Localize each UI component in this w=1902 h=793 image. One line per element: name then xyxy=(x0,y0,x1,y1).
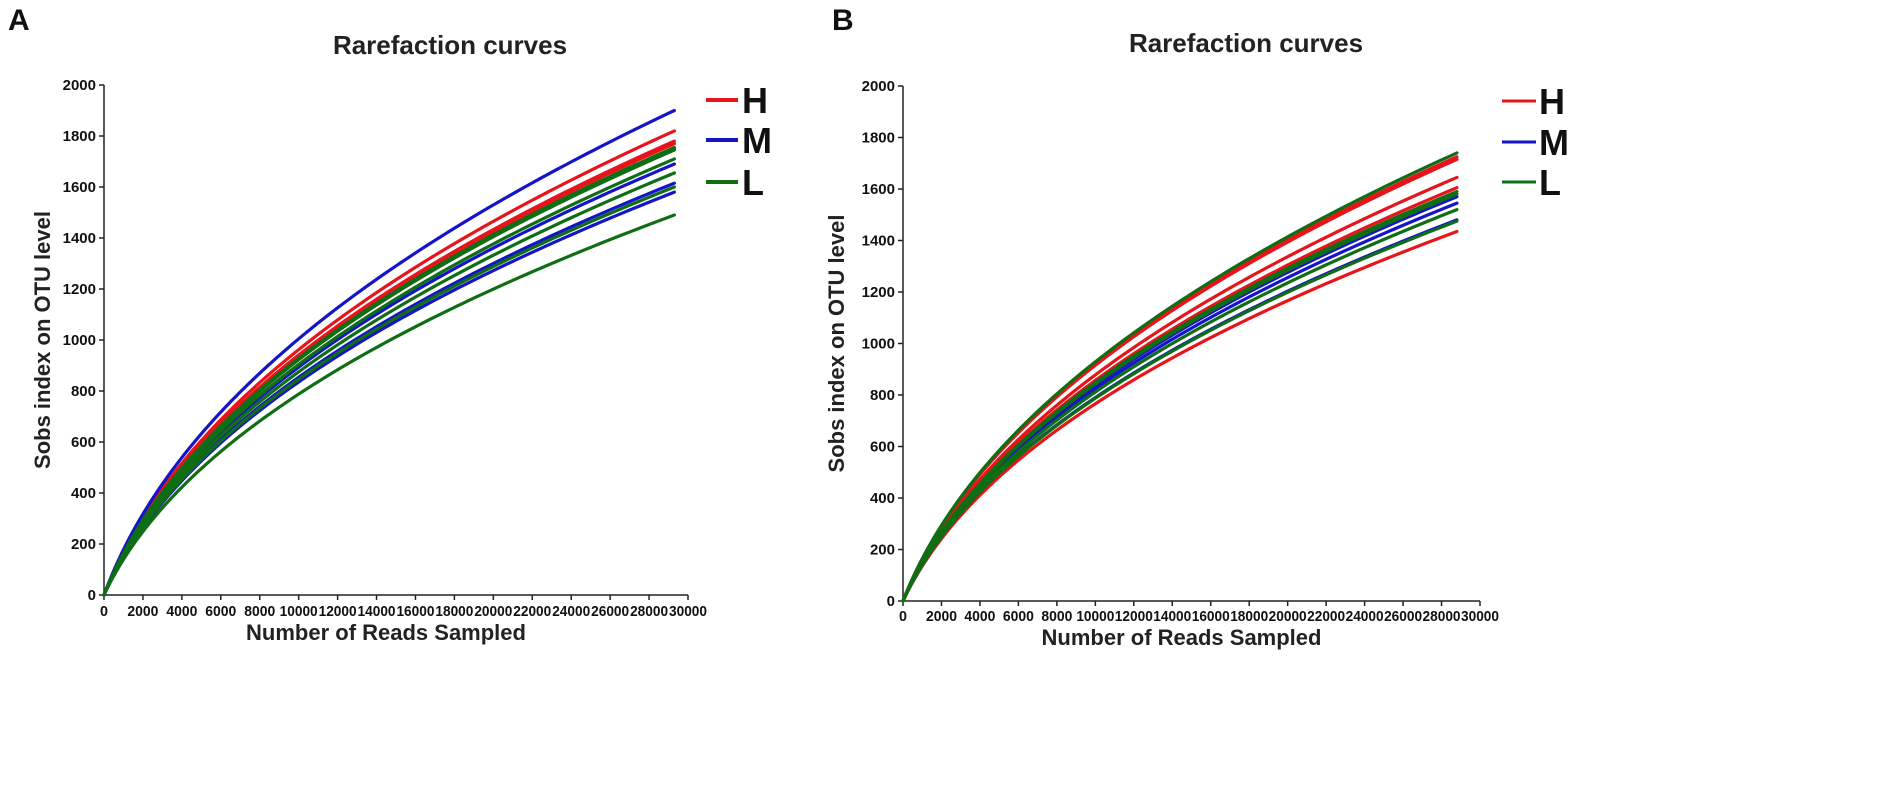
x-tick-label: 0 xyxy=(899,608,907,625)
series-line-m xyxy=(901,195,1459,603)
x-tick-label: 22000 xyxy=(513,603,551,620)
y-tick-label: 0 xyxy=(88,587,96,604)
legend-label-l: L xyxy=(1539,162,1561,203)
x-tick-label: 2000 xyxy=(127,603,158,620)
series-line-l xyxy=(102,145,676,597)
y-tick-label: 800 xyxy=(870,387,895,404)
rarefaction-chart-b: Rarefaction curves 0 200 400 600 800 1000 1200 1… xyxy=(824,28,1569,650)
x-tick-label: 10000 xyxy=(1076,608,1114,625)
x-tick-label: 28000 xyxy=(630,603,668,620)
legend-label-h: H xyxy=(742,80,768,121)
x-tick-label: 28000 xyxy=(1423,608,1461,625)
series-line-l xyxy=(102,171,676,597)
panel-letter: B xyxy=(832,4,854,37)
y-tick-label: 200 xyxy=(71,536,96,553)
x-axis-label: Number of Reads Sampled xyxy=(1042,625,1322,650)
x-tick-label: 18000 xyxy=(1230,608,1268,625)
y-tick-label: 400 xyxy=(870,490,895,507)
series-line-m xyxy=(901,218,1459,603)
series-line-l xyxy=(901,219,1459,603)
series-line-m xyxy=(102,108,676,597)
y-tick-label: 1600 xyxy=(862,181,895,198)
series-line-l xyxy=(102,157,676,597)
y-tick-label: 2000 xyxy=(63,77,96,94)
y-tick-label: 1800 xyxy=(862,130,895,147)
series-line-m xyxy=(102,190,676,597)
x-tick-label: 4000 xyxy=(964,608,995,625)
x-tick-label: 30000 xyxy=(1461,608,1499,625)
x-tick-label: 24000 xyxy=(1346,608,1384,625)
x-tick-label: 12000 xyxy=(319,603,357,620)
series-line-l xyxy=(901,208,1459,603)
y-tick-label: 1000 xyxy=(862,336,895,353)
y-axis-label: Sobs index on OTU level xyxy=(824,215,849,473)
legend-label-m: M xyxy=(742,120,772,161)
x-axis-label: Number of Reads Sampled xyxy=(246,620,526,645)
panel-a: A Rarefaction curves 0 200 400 600 800 1000 120… xyxy=(0,0,820,793)
series-line-h xyxy=(102,147,676,597)
y-tick-label: 1200 xyxy=(862,284,895,301)
series-line-m xyxy=(102,181,676,597)
series-line-h xyxy=(901,229,1459,603)
y-tick-label: 400 xyxy=(71,485,96,502)
series-line-h xyxy=(901,175,1459,603)
x-tick-label: 0 xyxy=(100,603,108,620)
legend-label-h: H xyxy=(1539,81,1565,122)
x-tick-label: 30000 xyxy=(669,603,707,620)
y-tick-label: 1400 xyxy=(862,233,895,250)
y-tick-label: 200 xyxy=(870,542,895,559)
x-tick-label: 16000 xyxy=(396,603,434,620)
x-tick-label: 20000 xyxy=(474,603,512,620)
x-tick-label: 12000 xyxy=(1115,608,1153,625)
legend-label-l: L xyxy=(742,162,764,203)
x-tick-label: 14000 xyxy=(358,603,396,620)
x-tick-label: 6000 xyxy=(205,603,236,620)
y-tick-label: 800 xyxy=(71,383,96,400)
series-line-l xyxy=(102,185,676,597)
y-tick-label: 2000 xyxy=(862,78,895,95)
panel-letter: A xyxy=(8,4,30,37)
y-tick-label: 1400 xyxy=(63,230,96,247)
series-line-l xyxy=(901,151,1459,603)
y-tick-label: 0 xyxy=(887,593,895,610)
x-tick-label: 2000 xyxy=(926,608,957,625)
x-tick-label: 10000 xyxy=(280,603,318,620)
x-tick-label: 22000 xyxy=(1307,608,1345,625)
y-axis-label: Sobs index on OTU level xyxy=(30,211,55,469)
y-tick-label: 600 xyxy=(71,434,96,451)
y-tick-label: 1600 xyxy=(63,179,96,196)
chart-title: Rarefaction curves xyxy=(1129,28,1363,58)
x-tick-label: 20000 xyxy=(1269,608,1307,625)
x-tick-label: 8000 xyxy=(244,603,275,620)
x-tick-label: 18000 xyxy=(435,603,473,620)
x-tick-label: 16000 xyxy=(1192,608,1230,625)
x-tick-label: 8000 xyxy=(1041,608,1072,625)
x-tick-label: 26000 xyxy=(591,603,629,620)
panel-b: B Rarefaction curves 0 200 400 600 800 1000 120… xyxy=(820,0,1902,793)
x-tick-label: 24000 xyxy=(552,603,590,620)
x-tick-label: 14000 xyxy=(1153,608,1191,625)
series-line-l xyxy=(102,148,676,597)
y-tick-label: 1800 xyxy=(63,128,96,145)
chart-title: Rarefaction curves xyxy=(333,30,567,60)
legend-label-m: M xyxy=(1539,122,1569,163)
x-tick-label: 6000 xyxy=(1003,608,1034,625)
rarefaction-chart-a: Rarefaction curves 0 200 400 600 800 1000 1200 1… xyxy=(30,30,772,645)
y-tick-label: 600 xyxy=(870,439,895,456)
x-tick-label: 26000 xyxy=(1384,608,1422,625)
y-tick-label: 1000 xyxy=(63,332,96,349)
series-line-h xyxy=(901,186,1459,603)
series-line-l xyxy=(102,213,676,597)
y-tick-label: 1200 xyxy=(63,281,96,298)
x-tick-label: 4000 xyxy=(166,603,197,620)
